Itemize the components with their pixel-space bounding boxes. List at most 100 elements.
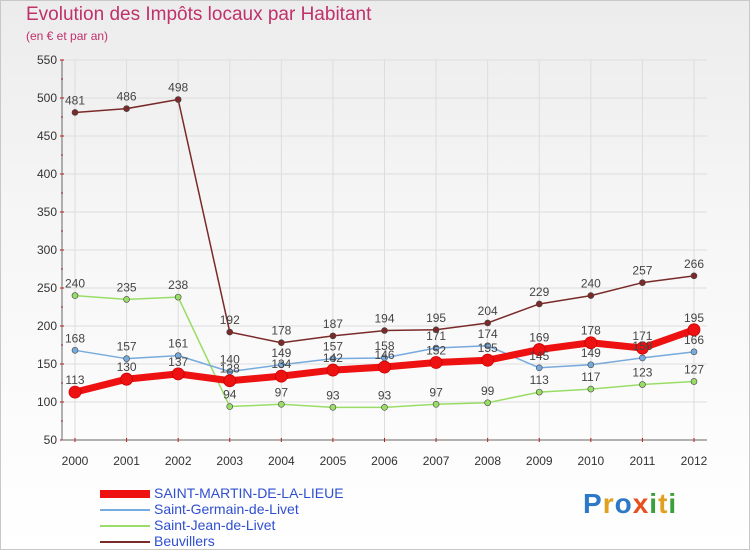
data-label: 152: [426, 343, 446, 357]
data-label: 146: [374, 348, 394, 362]
data-label: 266: [684, 257, 704, 271]
data-label: 94: [223, 388, 237, 402]
y-tick-label: 200: [37, 319, 57, 333]
data-point: [690, 348, 698, 356]
data-point: [535, 388, 543, 396]
data-point: [639, 354, 646, 362]
x-tick-label: 2006: [371, 454, 398, 468]
data-point: [587, 292, 595, 299]
data-point: [329, 332, 337, 340]
x-tick-label: 2001: [113, 454, 140, 468]
data-point: [587, 385, 595, 393]
logo-letter: o: [614, 488, 633, 519]
data-label: 169: [529, 331, 549, 345]
data-point: [481, 353, 495, 367]
data-label: 99: [481, 384, 495, 398]
chart-subtitle: (en € et par an): [26, 29, 109, 43]
data-label: 97: [429, 385, 443, 399]
data-point: [68, 385, 82, 399]
x-tick-label: 2005: [320, 454, 347, 468]
data-point: [639, 279, 646, 286]
legend-label: Saint-Jean-de-Livet: [154, 517, 276, 533]
data-label: 235: [117, 280, 137, 294]
data-label: 195: [684, 311, 704, 325]
y-tick-label: 100: [37, 395, 57, 409]
data-point: [690, 378, 698, 385]
x-tick-label: 2004: [268, 454, 295, 468]
data-point: [535, 364, 543, 372]
data-label: 171: [426, 329, 446, 343]
data-label: 486: [117, 90, 137, 104]
data-point: [690, 272, 698, 280]
data-point: [329, 404, 337, 411]
data-label: 178: [271, 324, 291, 338]
data-point: [636, 341, 649, 355]
data-label: 128: [220, 362, 240, 376]
data-point: [532, 343, 546, 356]
data-label: 238: [168, 278, 188, 292]
data-label: 168: [65, 331, 85, 345]
data-point: [326, 363, 340, 377]
data-label: 204: [478, 304, 498, 318]
data-point: [226, 328, 234, 336]
data-point: [71, 292, 79, 299]
data-point: [71, 347, 79, 354]
data-label: 155: [478, 341, 498, 355]
data-point: [381, 327, 388, 334]
data-label: 498: [168, 81, 188, 95]
data-label: 174: [478, 327, 498, 341]
x-tick-label: 2010: [577, 454, 604, 468]
data-label: 113: [65, 373, 84, 387]
data-label: 140: [220, 353, 240, 367]
data-point: [432, 400, 440, 408]
data-point: [584, 336, 598, 350]
data-point: [71, 109, 79, 116]
data-point: [278, 400, 285, 408]
data-label: 149: [581, 346, 601, 360]
x-tick-label: 2008: [474, 454, 501, 468]
data-point: [687, 323, 701, 337]
data-label: 93: [326, 388, 340, 402]
data-point: [432, 344, 440, 352]
legend-swatch: [100, 541, 150, 543]
data-label: 157: [323, 340, 343, 354]
data-label: 257: [632, 264, 652, 278]
x-tick-label: 2011: [630, 454, 656, 468]
data-point: [329, 355, 337, 362]
data-point: [484, 399, 491, 407]
data-label: 166: [684, 333, 704, 347]
data-point: [639, 381, 646, 388]
grid: [62, 59, 707, 441]
data-label: 117: [581, 370, 600, 384]
y-tick-label: 150: [37, 357, 57, 371]
y-tick-label: 450: [37, 129, 57, 143]
legend-label: SAINT-MARTIN-DE-LA-LIEUE: [154, 485, 344, 501]
proxiti-logo: Proxiti: [583, 488, 677, 520]
axes: 50 100 150 200 250 300 350 400 450 500 550 2000 2001…: [37, 53, 708, 468]
data-point: [223, 374, 237, 388]
data-point: [484, 342, 491, 350]
chart-title: Evolution des Impôts locaux par Habitant: [26, 4, 372, 25]
legend-label: Beuvillers: [154, 533, 215, 549]
y-tick-label: 500: [37, 91, 57, 105]
data-point: [123, 355, 130, 362]
data-label: 157: [117, 340, 137, 354]
legend-label: Saint-Germain-de-Livet: [154, 501, 299, 517]
data-label: 171: [632, 329, 652, 343]
data-label: 158: [374, 339, 394, 353]
data-label: 195: [426, 311, 446, 325]
data-point: [587, 361, 595, 369]
y-tick-label: 400: [37, 167, 57, 181]
legend-swatch: [100, 509, 150, 511]
data-label: 481: [65, 93, 85, 107]
data-point: [174, 293, 182, 301]
data-label: 178: [581, 324, 601, 338]
data-point: [381, 404, 388, 411]
data-label: 187: [323, 317, 343, 331]
x-tick-label: 2007: [423, 454, 450, 468]
data-label: 161: [168, 337, 188, 351]
data-label: 130: [117, 360, 137, 374]
data-label: 97: [275, 385, 289, 399]
data-label: 145: [529, 349, 549, 363]
